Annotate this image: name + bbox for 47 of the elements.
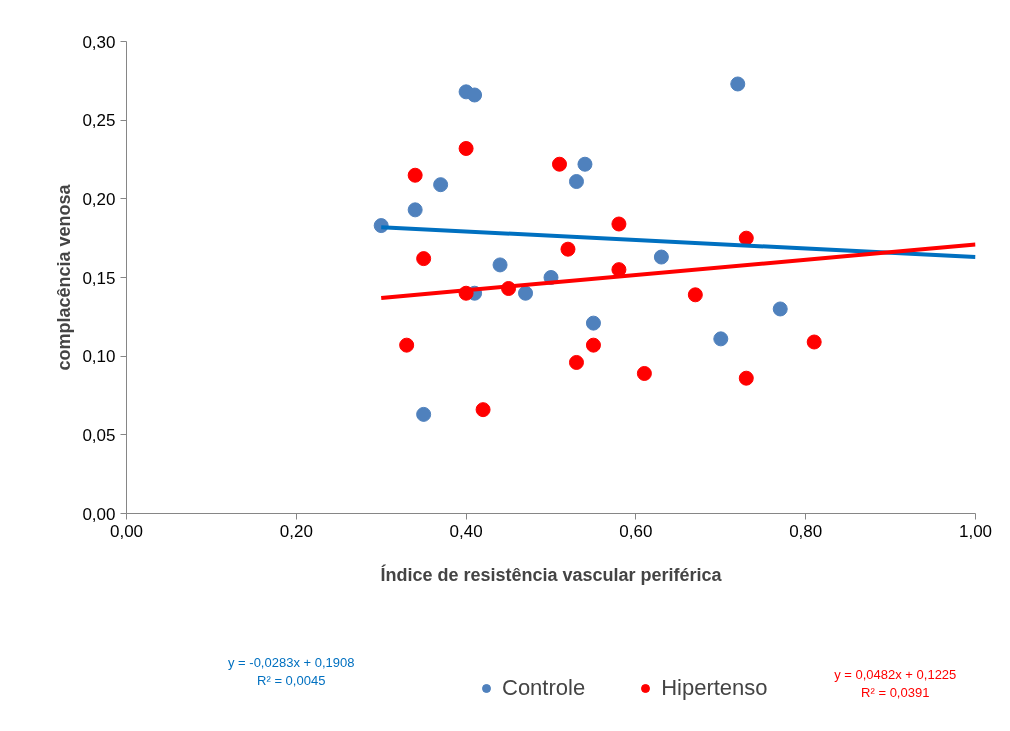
point	[475, 402, 491, 418]
point	[687, 287, 703, 303]
point	[585, 315, 601, 331]
x-tick-label: 0,40	[449, 521, 483, 541]
text: y = -0,0283x + 0,1908 R² = 0,0045	[227, 655, 355, 688]
point	[518, 285, 534, 301]
point	[433, 177, 449, 193]
legend-label: Controle	[502, 675, 586, 701]
x-tick-label: 0,80	[789, 521, 823, 541]
point	[653, 249, 669, 265]
y-tick-label: 0,20	[82, 189, 116, 209]
point	[416, 406, 432, 422]
point	[467, 87, 483, 103]
point	[730, 76, 746, 92]
point	[560, 241, 576, 257]
x-tick-label: 1,00	[958, 521, 993, 541]
y-tick-label: 0,30	[82, 32, 116, 52]
point	[399, 337, 415, 353]
y-axis-title: complacência venosa	[54, 183, 75, 371]
point	[806, 334, 822, 350]
point	[551, 156, 567, 172]
point	[407, 202, 423, 218]
point	[568, 174, 584, 190]
point	[611, 216, 627, 232]
point	[568, 354, 584, 370]
point	[407, 167, 423, 183]
x-tick-label: 0,60	[619, 521, 653, 541]
point	[458, 141, 474, 156]
point	[772, 301, 788, 317]
point	[636, 365, 652, 381]
point	[585, 337, 601, 353]
y-tick-label: 0,00	[82, 504, 116, 524]
point	[577, 156, 593, 172]
y-tick-label: 0,15	[82, 268, 116, 288]
point	[713, 331, 729, 347]
y-tick-label: 0,25	[82, 111, 116, 131]
x-tick-label: 0,00	[109, 521, 144, 541]
text: y = 0,0482x + 0,1225 R² = 0,0391	[834, 667, 957, 700]
x-axis-title: Índice de resistência vascular periférica	[380, 563, 723, 585]
point	[416, 251, 432, 267]
point	[492, 257, 508, 273]
point	[738, 370, 754, 386]
x-tick-label: 0,20	[279, 521, 313, 541]
y-tick-label: 0,05	[82, 425, 116, 445]
legend-label: Hipertenso	[661, 675, 768, 701]
y-tick-label: 0,10	[82, 347, 116, 367]
point	[738, 230, 754, 246]
